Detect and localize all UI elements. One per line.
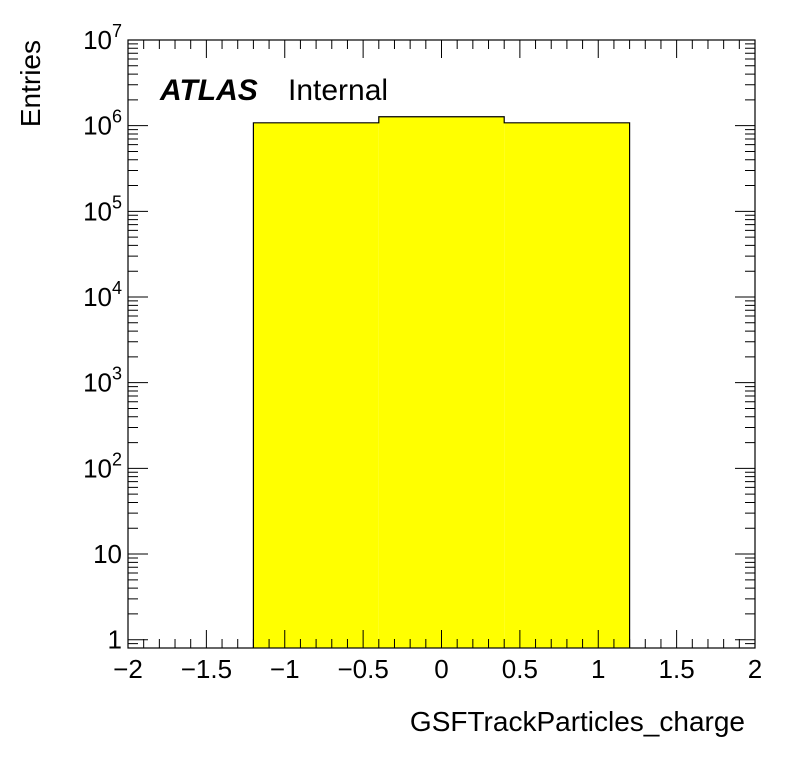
y-tick-label: 107 (83, 21, 122, 55)
histogram-bin (504, 122, 630, 649)
x-tick-label: −2 (113, 654, 143, 684)
x-tick-label: 0 (434, 654, 448, 684)
x-tick-label: −1 (270, 654, 300, 684)
y-tick-label: 103 (83, 364, 122, 398)
x-tick-label: 0.5 (502, 654, 538, 684)
x-tick-label: 2 (748, 654, 762, 684)
y-tick-label: 106 (83, 107, 122, 141)
tick-labels-layer: −2 −1.5 −1 −0.5 0 0.5 1 1.5 2 1 10 102 103 104 105 106 1… (83, 21, 762, 684)
y-tick-label: 10 (93, 539, 122, 569)
histogram-bin (378, 116, 505, 649)
x-axis-title: GSFTrackParticles_charge (410, 706, 745, 737)
y-tick-label: 102 (83, 449, 122, 483)
histogram-outline (252, 116, 631, 648)
x-tick-label: 1 (591, 654, 605, 684)
y-tick-label: 1 (108, 625, 122, 655)
x-tick-label: −1.5 (181, 654, 232, 684)
plot-frame (127, 39, 756, 649)
bars-layer (252, 116, 631, 649)
y-tick-label: 104 (83, 278, 122, 312)
y-axis-title: Entries (15, 40, 46, 127)
x-tick-label: −0.5 (337, 654, 388, 684)
atlas-label: ATLAS (159, 74, 258, 107)
internal-label: Internal (288, 74, 388, 107)
y-tick-label: 105 (83, 192, 122, 226)
histogram-bin (253, 122, 379, 649)
x-tick-label: 1.5 (659, 654, 695, 684)
